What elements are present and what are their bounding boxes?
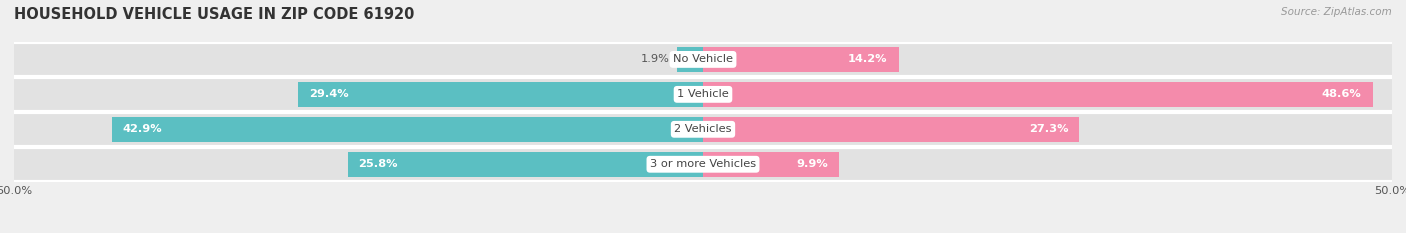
Bar xyxy=(14,42,1392,77)
Text: 27.3%: 27.3% xyxy=(1029,124,1069,134)
Text: 3 or more Vehicles: 3 or more Vehicles xyxy=(650,159,756,169)
Text: No Vehicle: No Vehicle xyxy=(673,55,733,64)
Text: 42.9%: 42.9% xyxy=(122,124,163,134)
Text: 48.6%: 48.6% xyxy=(1322,89,1361,99)
Text: 14.2%: 14.2% xyxy=(848,55,887,64)
Text: 29.4%: 29.4% xyxy=(309,89,349,99)
Bar xyxy=(703,117,1080,142)
Bar xyxy=(703,82,1372,107)
Bar xyxy=(347,152,703,177)
Bar xyxy=(14,112,1392,147)
Text: 2 Vehicles: 2 Vehicles xyxy=(675,124,731,134)
Bar xyxy=(14,77,1392,112)
Bar xyxy=(703,47,898,72)
Bar xyxy=(703,152,839,177)
Text: 9.9%: 9.9% xyxy=(797,159,828,169)
Text: Source: ZipAtlas.com: Source: ZipAtlas.com xyxy=(1281,7,1392,17)
Bar xyxy=(112,117,703,142)
Bar xyxy=(298,82,703,107)
Text: 1.9%: 1.9% xyxy=(641,55,669,64)
Text: 25.8%: 25.8% xyxy=(359,159,398,169)
Text: 1 Vehicle: 1 Vehicle xyxy=(678,89,728,99)
Text: HOUSEHOLD VEHICLE USAGE IN ZIP CODE 61920: HOUSEHOLD VEHICLE USAGE IN ZIP CODE 6192… xyxy=(14,7,415,22)
Bar xyxy=(14,147,1392,182)
Bar xyxy=(676,47,703,72)
